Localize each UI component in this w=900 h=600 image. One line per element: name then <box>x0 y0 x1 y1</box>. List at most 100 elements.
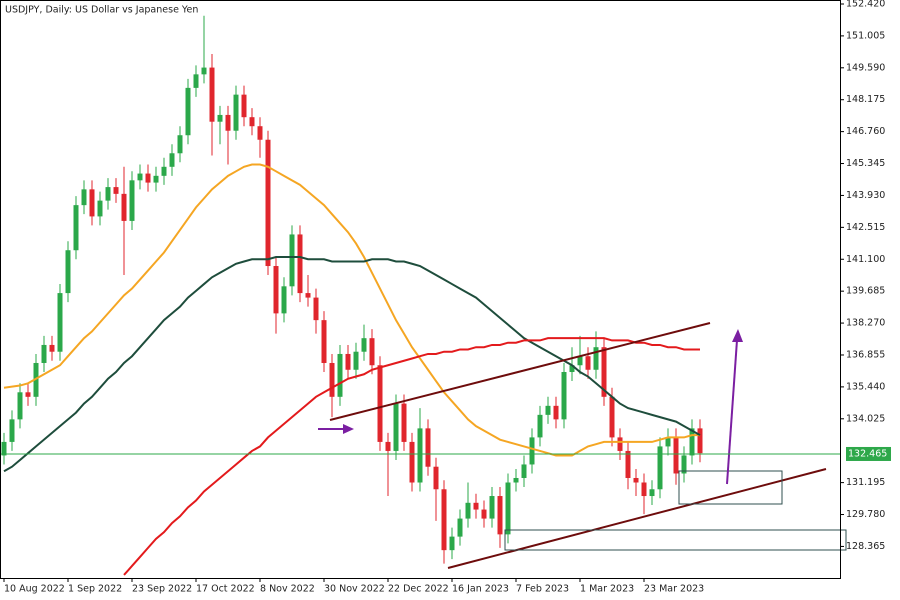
chart-title: USDJPY, Daily: US Dollar vs Japanese Yen <box>5 5 198 16</box>
candle-body <box>209 67 215 122</box>
candle-body <box>153 175 159 183</box>
candle-body <box>649 489 655 497</box>
candle-body <box>9 419 15 442</box>
candle-body <box>121 193 127 221</box>
zone-box <box>678 470 783 505</box>
x-tick-label: 17 Oct 2022 <box>196 584 255 595</box>
candle-body <box>217 114 223 122</box>
candle-body <box>193 74 199 88</box>
candle-body <box>481 509 487 519</box>
y-tick-label: 149.590 <box>846 62 885 73</box>
candle-body <box>529 437 535 465</box>
candle-body <box>577 356 583 366</box>
ma-line <box>123 337 700 576</box>
candle-body <box>73 205 79 251</box>
candle-body <box>105 187 111 201</box>
candle-body <box>361 338 367 352</box>
y-tick-label: 134.025 <box>846 413 885 424</box>
x-tick-label: 7 Feb 2023 <box>516 584 569 595</box>
candle-body <box>81 189 87 206</box>
candle-body <box>617 437 623 451</box>
candle-body <box>561 372 567 420</box>
y-tick-label: 129.780 <box>846 509 885 520</box>
ma-line <box>3 256 701 473</box>
candle-body <box>57 293 63 352</box>
candle-body <box>377 365 383 442</box>
candle-body <box>1 441 7 456</box>
x-tick-label: 23 Mar 2023 <box>644 584 704 595</box>
candle-body <box>433 466 439 490</box>
candle-body <box>89 189 95 217</box>
candle-body <box>537 414 543 438</box>
candle-body <box>657 446 663 490</box>
candle-body <box>233 94 239 131</box>
candle-body <box>281 286 287 314</box>
candle-body <box>593 347 599 370</box>
candle-body <box>409 441 415 483</box>
current-price-label: 132.465 <box>848 448 887 459</box>
candle-body <box>601 347 607 397</box>
ma-line <box>3 163 700 457</box>
candle-body <box>185 87 191 136</box>
x-tick-label: 8 Nov 2022 <box>260 584 315 595</box>
candle-body <box>273 266 279 314</box>
candle-body <box>65 250 71 294</box>
candle-body <box>161 166 167 176</box>
y-tick-label: 151.005 <box>846 30 885 41</box>
y-tick-label: 142.515 <box>846 222 885 233</box>
candle-body <box>169 153 175 167</box>
candle-body <box>265 139 271 267</box>
y-tick-label: 145.345 <box>846 158 885 169</box>
candle-body <box>17 392 23 420</box>
plot-area <box>1 15 703 576</box>
candle-body <box>513 477 519 483</box>
candle-body <box>369 338 375 366</box>
candle-body <box>129 180 135 221</box>
x-tick-label: 22 Dec 2022 <box>388 584 449 595</box>
candle-body <box>313 297 319 321</box>
y-tick-label: 139.685 <box>846 286 885 297</box>
candle-body <box>345 353 351 370</box>
candle-body <box>441 489 447 551</box>
candle-body <box>257 126 263 140</box>
candle-body <box>625 450 631 478</box>
candle-body <box>137 173 143 181</box>
candle-body <box>505 482 511 535</box>
candle-body <box>25 392 31 397</box>
candle-body <box>449 536 455 551</box>
x-tick-label: 23 Sep 2022 <box>132 584 192 595</box>
candle-body <box>545 405 551 415</box>
y-tick-label: 131.195 <box>846 477 885 488</box>
y-tick-label: 148.175 <box>846 94 885 105</box>
candle-body <box>289 234 295 287</box>
arrow-head <box>343 424 354 434</box>
candle-body <box>417 428 423 483</box>
candle-body <box>321 320 327 363</box>
zone-box <box>504 529 847 551</box>
candle-body <box>489 496 495 519</box>
candle-body <box>201 67 207 75</box>
candle-body <box>609 396 615 438</box>
candle-body <box>297 234 303 294</box>
candle-body <box>697 428 703 454</box>
candle-body <box>425 428 431 467</box>
candle-body <box>177 135 183 154</box>
candle-body <box>497 496 503 535</box>
candle-body <box>249 117 255 127</box>
x-tick-label: 30 Nov 2022 <box>324 584 385 595</box>
candle-body <box>393 403 399 451</box>
trend-line <box>329 322 711 421</box>
y-tick-label: 143.930 <box>846 190 885 201</box>
candle-body <box>49 344 55 352</box>
y-tick-label: 128.365 <box>846 541 885 552</box>
y-tick-label: 138.270 <box>846 318 885 329</box>
candle-body <box>465 502 471 519</box>
x-tick-label: 10 Aug 2022 <box>4 584 65 595</box>
candle-body <box>569 365 575 373</box>
candle-body <box>457 518 463 537</box>
y-tick-label: 152.420 <box>846 0 885 9</box>
candle-body <box>385 441 391 451</box>
candle-body <box>521 464 527 478</box>
